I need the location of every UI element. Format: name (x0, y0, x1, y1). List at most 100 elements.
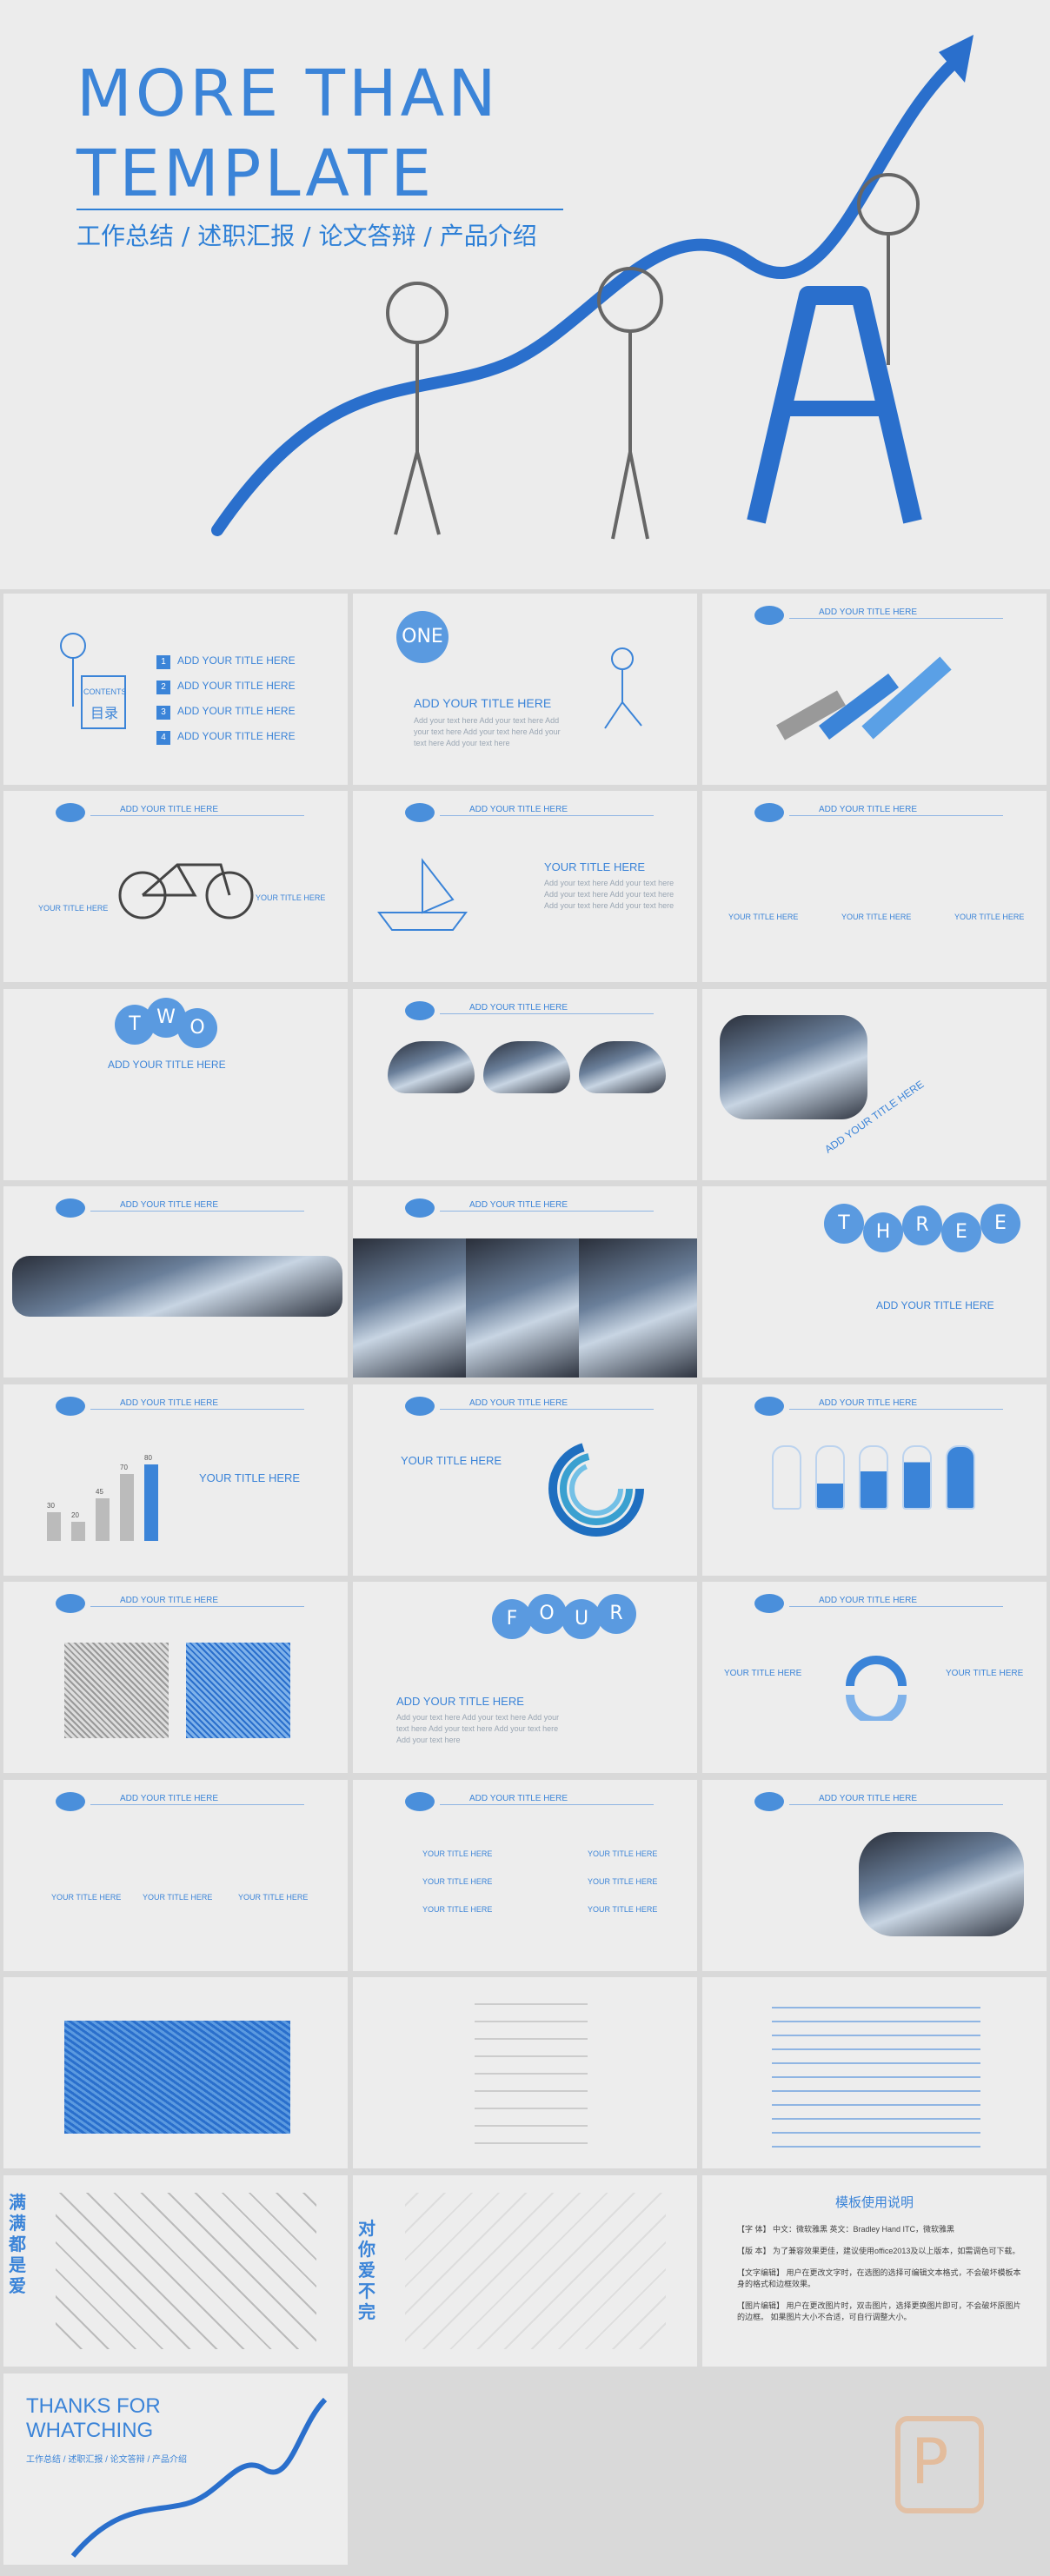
slide-title: YOUR TITLE HERE (588, 1849, 658, 1858)
slide-title: YOUR TITLE HERE (544, 860, 646, 873)
slide-arrow-library[interactable] (702, 1977, 1047, 2168)
stick-figure-1-icon (386, 282, 449, 344)
slide-thanks[interactable]: THANKS FOR WHATCHING 工作总结 / 述职汇报 / 论文答辩 … (3, 2374, 348, 2565)
balloon-t: T (824, 1204, 864, 1244)
slide-icons-love[interactable]: 满满都是爱 (3, 2175, 348, 2367)
guide-line: 【字 体】 中文：微软雅黑 英文：Bradley Hand ITC，微软雅黑 (737, 2225, 955, 2234)
slide-section-four[interactable]: F O U R ADD YOUR TITLE HERE Add your tex… (353, 1582, 697, 1773)
boat-icon (377, 858, 468, 931)
slide-section-two[interactable]: T W O ADD YOUR TITLE HERE (3, 989, 348, 1180)
building-photo (12, 1256, 342, 1317)
toc-list: 1 ADD YOUR TITLE HERE 2 ADD YOUR TITLE HER… (156, 654, 296, 755)
thanks-title: THANKS FOR WHATCHING (26, 2394, 161, 2443)
guide-title: 模板使用说明 (834, 2195, 914, 2210)
building-photo (579, 1041, 666, 1093)
slide-bicycle[interactable]: ADD YOUR TITLE HERE YOUR TITLE HERE YOUR… (3, 791, 348, 982)
toc-item[interactable]: 3 ADD YOUR TITLE HERE (156, 705, 296, 720)
slide-header: ADD YOUR TITLE HERE (47, 1198, 304, 1218)
slide-building-trio[interactable]: ADD YOUR TITLE HERE (353, 1186, 697, 1378)
slide-building-panorama[interactable]: ADD YOUR TITLE HERE (3, 1186, 348, 1378)
slide-three-icons[interactable]: ADD YOUR TITLE HERE YOUR TITLE HERE YOUR… (702, 791, 1047, 982)
slide-section-one[interactable]: ONE ADD YOUR TITLE HERE Add your text he… (353, 594, 697, 785)
arrow-head-icon (939, 35, 974, 83)
guide-lines: 【字 体】 中文：微软雅黑 英文：Bradley Hand ITC，微软雅黑 【… (737, 2223, 1024, 2333)
slide-buildings-three[interactable]: ADD YOUR TITLE HERE (353, 989, 697, 1180)
slide-building-diagonal[interactable]: ADD YOUR TITLE HERE (702, 989, 1047, 1180)
toc-item[interactable]: 4 ADD YOUR TITLE HERE (156, 730, 296, 745)
slide-title: ADD YOUR TITLE HERE (396, 1695, 524, 1708)
watermark-letter: P (911, 2425, 949, 2498)
balloon-one: ONE (396, 611, 449, 663)
toc-item[interactable]: 2 ADD YOUR TITLE HERE (156, 680, 296, 694)
bar-label: 70 (120, 1464, 128, 1471)
sketch-chart-blue (186, 1643, 290, 1738)
building-photo (388, 1041, 475, 1093)
slide-body: Add your text here Add your text here Ad… (396, 1713, 560, 1744)
slide-title: ADD YOUR TITLE HERE (876, 1299, 994, 1311)
slide-icons-three[interactable]: ADD YOUR TITLE HERE YOUR TITLE HERE YOUR… (3, 1780, 348, 1971)
contents-cn: 目录 (90, 707, 119, 721)
slide-hearts-stars[interactable]: ADD YOUR TITLE HERE YOUR TITLE HERE YOUR… (353, 1780, 697, 1971)
slide-title: YOUR TITLE HERE (238, 1893, 309, 1902)
slide-section-three[interactable]: T H R E E ADD YOUR TITLE HERE (702, 1186, 1047, 1378)
slide-banner-building[interactable]: ADD YOUR TITLE HERE (702, 1780, 1047, 1971)
balloon-e: E (941, 1212, 981, 1252)
side-text: 对你爱不完 (358, 2220, 375, 2322)
bar (96, 1498, 110, 1541)
slide-arrows[interactable]: ADD YOUR TITLE HERE (702, 594, 1047, 785)
hero-title: MORE THAN TEMPLATE (76, 54, 500, 214)
balloon-h: H (863, 1212, 903, 1252)
slide-boat[interactable]: ADD YOUR TITLE HERE YOUR TITLE HERE Add … (353, 791, 697, 982)
slide-header: ADD YOUR TITLE HERE (746, 1397, 1003, 1416)
guide-line: 【版 本】 为了兼容效果更佳，建议使用office2013及以上版本，如需调色可… (737, 2247, 1020, 2255)
slide-title: YOUR TITLE HERE (199, 1471, 301, 1484)
building-photo (466, 1238, 579, 1378)
balloon-o: O (177, 1008, 217, 1048)
guide-line: 【文字编辑】 用户在更改文字时，在选图的选择可编辑文本格式，不会破坏模板本身的格… (737, 2268, 1021, 2288)
progress-arrows-icon (776, 656, 952, 740)
slide-icons-love2[interactable]: 对你爱不完 (353, 2175, 697, 2367)
slide-two-charts[interactable]: ADD YOUR TITLE HERE (3, 1582, 348, 1773)
slide-title: YOUR TITLE HERE (143, 1893, 213, 1902)
rising-arrow-icon (211, 55, 962, 536)
building-photo (483, 1041, 570, 1093)
slide-contents[interactable]: CONTENTS 目录 1 ADD YOUR TITLE HERE 2 ADD YO… (3, 594, 348, 785)
running-figure-icon (604, 647, 642, 729)
balloon-u: U (562, 1599, 601, 1639)
bar (47, 1512, 61, 1541)
line-icon-grid (405, 2193, 666, 2349)
slide-ring-chart[interactable]: ADD YOUR TITLE HERE YOUR TITLE HERE (353, 1384, 697, 1576)
slide-title: YOUR TITLE HERE (588, 1905, 658, 1914)
stick-figure-3-icon (857, 173, 920, 236)
slide-header: ADD YOUR TITLE HERE (47, 1594, 304, 1613)
hero-slide: MORE THAN TEMPLATE 工作总结 / 述职汇报 / 论文答辩 / … (0, 0, 1050, 589)
arrow-icon-grid (772, 1995, 980, 2160)
bar-label: 80 (144, 1454, 152, 1462)
toc-item[interactable]: 1 ADD YOUR TITLE HERE (156, 654, 296, 669)
slide-header: ADD YOUR TITLE HERE (746, 1792, 1003, 1811)
building-photo (353, 1238, 466, 1378)
slide-header: ADD YOUR TITLE HERE (746, 1594, 1003, 1613)
side-text: 满满都是爱 (9, 2194, 26, 2296)
slide-bar-chart[interactable]: ADD YOUR TITLE HERE 30 20 45 70 80 YOUR … (3, 1384, 348, 1576)
slide-header: ADD YOUR TITLE HERE (396, 1001, 654, 1020)
slide-header: ADD YOUR TITLE HERE (396, 1397, 654, 1416)
people-icon-grid (475, 1995, 588, 2160)
bar (120, 1474, 134, 1541)
slide-scribble[interactable] (3, 1977, 348, 2168)
slide-title: YOUR TITLE HERE (946, 1669, 1024, 1678)
building-photo (579, 1238, 697, 1378)
slide-cycle[interactable]: ADD YOUR TITLE HERE YOUR TITLE HERE YOUR… (702, 1582, 1047, 1773)
balloon-r: R (902, 1205, 942, 1245)
slide-guide[interactable]: 模板使用说明 【字 体】 中文：微软雅黑 英文：Bradley Hand ITC… (702, 2175, 1047, 2367)
slide-header: ADD YOUR TITLE HERE (396, 1792, 654, 1811)
ladder-a-icon (747, 286, 922, 524)
slide-people-chart[interactable]: ADD YOUR TITLE HERE (702, 1384, 1047, 1576)
balloon-r: R (596, 1594, 636, 1634)
scribble-block (64, 2021, 290, 2134)
slide-title: YOUR TITLE HERE (38, 904, 109, 913)
thanks-line1: THANKS FOR (26, 2394, 161, 2418)
slide-people-icons[interactable] (353, 1977, 697, 2168)
bar (144, 1464, 158, 1541)
slide-title: YOUR TITLE HERE (422, 1905, 493, 1914)
